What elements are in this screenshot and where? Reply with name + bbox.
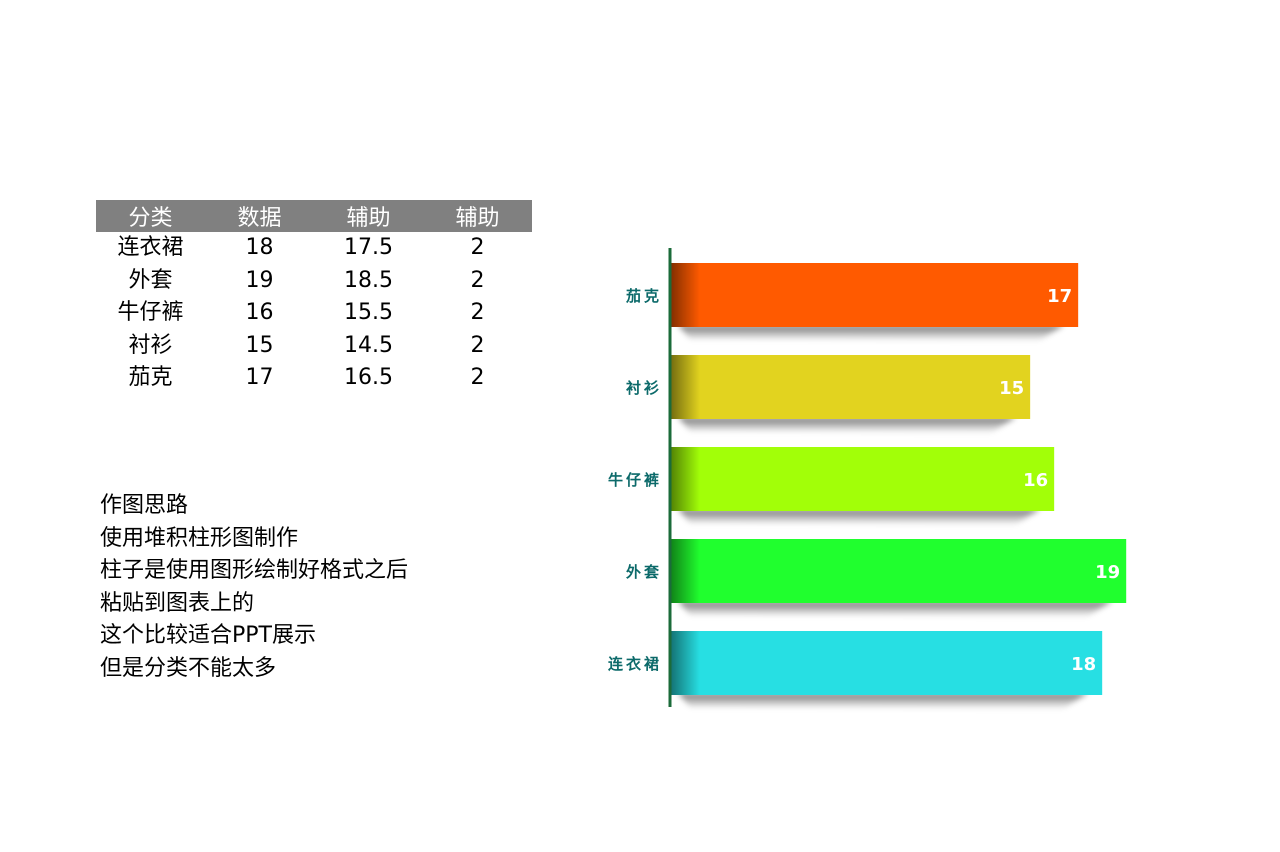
- bar-group: 16 牛仔裤: [608, 447, 1055, 525]
- bar-value-label: 15: [999, 378, 1024, 399]
- table-row: 衬衫 15 14.5 2: [96, 330, 532, 363]
- bar-fold-shade: [670, 539, 700, 603]
- table-header-row: 分类 数据 辅助 辅助: [96, 200, 532, 232]
- bar-value-label: 16: [1023, 470, 1048, 491]
- bar-group: 17 茄克: [625, 263, 1079, 341]
- bar: [670, 539, 1127, 603]
- table-cell: 18.5: [344, 267, 393, 293]
- bar-shadow: [678, 417, 1017, 433]
- bar-shadow: [678, 601, 1113, 617]
- table-cell: 2: [470, 235, 485, 261]
- table-header-cell: 数据: [205, 200, 314, 232]
- bar-group: 19 外套: [625, 539, 1127, 617]
- bar-fold-shade: [670, 263, 700, 327]
- bar-group: 15 衬衫: [626, 355, 1031, 433]
- table-row: 茄克 17 16.5 2: [96, 362, 532, 395]
- bar: [670, 631, 1103, 695]
- table-cell: 15: [245, 332, 274, 358]
- bar-fold-shade: [670, 447, 700, 511]
- bar: [670, 355, 1031, 419]
- table-cell: 16: [245, 300, 274, 326]
- bar-value-label: 18: [1071, 654, 1096, 675]
- table-cell: 牛仔裤: [117, 300, 184, 326]
- notes-line: 这个比较适合PPT展示: [100, 623, 316, 648]
- bar-chart: 17 茄克 15 衬衫 16 牛仔裤 19 外套 18 连衣裙: [608, 248, 1127, 709]
- bar-group: 18 连衣裙: [608, 631, 1103, 709]
- bar: [670, 447, 1055, 511]
- table-cell: 2: [470, 300, 485, 326]
- table-cell: 连衣裙: [117, 235, 184, 261]
- bar-value-label: 17: [1047, 286, 1072, 307]
- table-cell: 17.5: [344, 235, 393, 261]
- category-label: 连衣裙: [608, 655, 662, 673]
- table-cell: 2: [470, 332, 485, 358]
- bar-shadow: [678, 693, 1089, 709]
- bar-shadow: [678, 325, 1065, 341]
- notes-block: 作图思路 使用堆积柱形图制作 柱子是使用图形绘制好格式之后 粘贴到图表上的 这个…: [100, 490, 408, 685]
- table-cell: 外套: [128, 267, 173, 293]
- table-header-cell: 辅助: [314, 200, 423, 232]
- data-table: 分类 数据 辅助 辅助 连衣裙 18 17.5 2 外套 19 18.5 2 牛…: [96, 200, 532, 395]
- table-header-cell: 分类: [96, 200, 205, 232]
- table-cell: 茄克: [128, 365, 173, 391]
- bar-fold-shade: [670, 631, 700, 695]
- bar-shadow: [678, 509, 1041, 525]
- category-label: 牛仔裤: [608, 471, 662, 489]
- table-cell: 18: [245, 235, 274, 261]
- notes-line: 柱子是使用图形绘制好格式之后: [100, 558, 409, 583]
- bar: [670, 263, 1079, 327]
- notes-line: 使用堆积柱形图制作: [100, 525, 299, 551]
- notes-line: 作图思路: [100, 493, 189, 518]
- table-cell: 衬衫: [128, 332, 173, 358]
- table-cell: 19: [245, 267, 274, 293]
- table-cell: 14.5: [344, 332, 393, 358]
- category-label: 衬衫: [626, 379, 662, 397]
- table-cell: 2: [470, 267, 485, 293]
- category-label: 外套: [625, 563, 662, 581]
- bar-fold-shade: [670, 355, 700, 419]
- notes-line: 粘贴到图表上的: [100, 590, 255, 616]
- table-row: 牛仔裤 16 15.5 2: [96, 297, 532, 330]
- table-row: 连衣裙 18 17.5 2: [96, 232, 532, 265]
- bar-value-label: 19: [1095, 562, 1120, 583]
- table-cell: 15.5: [344, 300, 393, 326]
- table-cell: 2: [470, 365, 485, 391]
- table-header-cell: 辅助: [423, 200, 532, 232]
- table-row: 外套 19 18.5 2: [96, 265, 532, 298]
- notes-line: 但是分类不能太多: [100, 655, 277, 681]
- category-label: 茄克: [625, 287, 662, 305]
- table-cell: 16.5: [344, 365, 393, 391]
- table-cell: 17: [245, 365, 274, 391]
